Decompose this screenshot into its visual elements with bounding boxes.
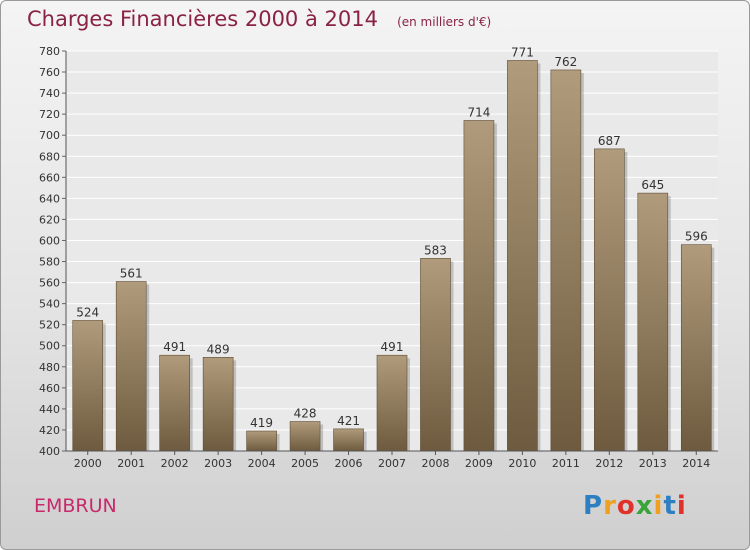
bar-value-label: 645 <box>641 178 664 192</box>
y-tick-label: 420 <box>39 424 60 437</box>
bar-2012 <box>594 148 625 452</box>
bar-value-label: 419 <box>250 416 273 430</box>
logo-letter: r <box>603 491 617 521</box>
bar-2014 <box>680 244 712 452</box>
bar-2009 <box>463 120 495 452</box>
logo-letter: P <box>583 491 604 521</box>
y-tick-label: 460 <box>39 382 60 395</box>
x-tick-label: 2001 <box>117 457 145 470</box>
bar-value-label: 491 <box>381 340 404 354</box>
chart-header: Charges Financières 2000 à 2014 (en mill… <box>27 7 491 31</box>
bar-2010 <box>507 60 538 452</box>
bar-value-label: 583 <box>424 243 447 257</box>
y-tick-label: 580 <box>39 256 60 269</box>
logo-letter: i <box>653 491 664 521</box>
y-tick-label: 600 <box>39 234 60 247</box>
y-tick-label: 640 <box>39 192 60 205</box>
y-tick-label: 620 <box>39 213 60 226</box>
bar-2004 <box>246 430 277 452</box>
y-tick-label: 400 <box>39 445 60 458</box>
bar-2011 <box>550 69 582 452</box>
y-tick-label: 480 <box>39 361 60 374</box>
bar-value-label: 428 <box>294 407 317 421</box>
x-tick-label: 2013 <box>639 457 667 470</box>
bar-value-label: 489 <box>207 342 230 356</box>
chart-subtitle: (en milliers d'€) <box>397 15 492 29</box>
y-axis: 400 420 440 460 480 500 520 540 560 580 600 620 640 6… <box>39 45 67 458</box>
bar-value-label: 687 <box>598 134 621 148</box>
y-tick-label: 560 <box>39 277 60 290</box>
bar-value-label: 561 <box>120 267 143 281</box>
bar-value-label: 771 <box>511 45 534 59</box>
y-tick-label: 700 <box>39 129 60 142</box>
x-axis: 2000 2001 2002 2003 2004 2005 2006 2007 2008 2009… <box>66 450 718 470</box>
x-tick-label: 2006 <box>335 457 363 470</box>
bar-value-label: 762 <box>554 55 577 69</box>
logo-letter: i <box>676 491 687 521</box>
y-tick-label: 720 <box>39 108 60 121</box>
proxiti-logo[interactable]: Proxiti <box>583 491 687 521</box>
bar-2002 <box>159 354 190 452</box>
y-tick-label: 680 <box>39 150 60 163</box>
x-tick-label: 2012 <box>595 457 623 470</box>
x-tick-label: 2011 <box>552 457 580 470</box>
x-tick-label: 2008 <box>421 457 449 470</box>
bar-2003 <box>202 357 234 452</box>
logo-letter: o <box>616 491 636 521</box>
y-tick-label: 500 <box>39 340 60 353</box>
commune-name: EMBRUN <box>34 495 117 517</box>
bar-value-label: 491 <box>163 340 186 354</box>
bar-value-label: 596 <box>685 230 708 244</box>
bar-value-label: 421 <box>337 414 360 428</box>
x-tick-label: 2004 <box>248 457 276 470</box>
x-tick-label: 2014 <box>682 457 710 470</box>
bar-2001 <box>115 281 147 452</box>
x-tick-label: 2002 <box>161 457 189 470</box>
chart-title: Charges Financières 2000 à 2014 <box>27 7 378 31</box>
x-tick-label: 2003 <box>204 457 232 470</box>
x-tick-label: 2009 <box>465 457 493 470</box>
x-tick-label: 2000 <box>74 457 102 470</box>
bar-2000 <box>72 320 104 452</box>
bar-value-label: 714 <box>467 105 490 119</box>
bar-2013 <box>637 192 669 452</box>
bar-2005 <box>289 421 321 452</box>
x-tick-label: 2010 <box>508 457 536 470</box>
y-tick-label: 660 <box>39 171 60 184</box>
bars-layer: 524 561 491 489 419 428 421 491 583 714 771 762 687 6… <box>72 45 715 452</box>
bar-2006 <box>333 428 364 452</box>
y-tick-label: 760 <box>39 66 60 79</box>
y-tick-label: 520 <box>39 319 60 332</box>
bar-value-label: 524 <box>76 305 99 319</box>
bar-2008 <box>420 258 451 452</box>
x-tick-label: 2005 <box>291 457 319 470</box>
x-tick-label: 2007 <box>378 457 406 470</box>
y-tick-label: 440 <box>39 403 60 416</box>
logo-letter: x <box>635 491 654 521</box>
y-tick-label: 540 <box>39 298 60 311</box>
logo-letter: t <box>663 491 677 521</box>
y-tick-label: 780 <box>39 45 60 58</box>
y-tick-label: 740 <box>39 87 60 100</box>
bar-2007 <box>376 354 408 452</box>
